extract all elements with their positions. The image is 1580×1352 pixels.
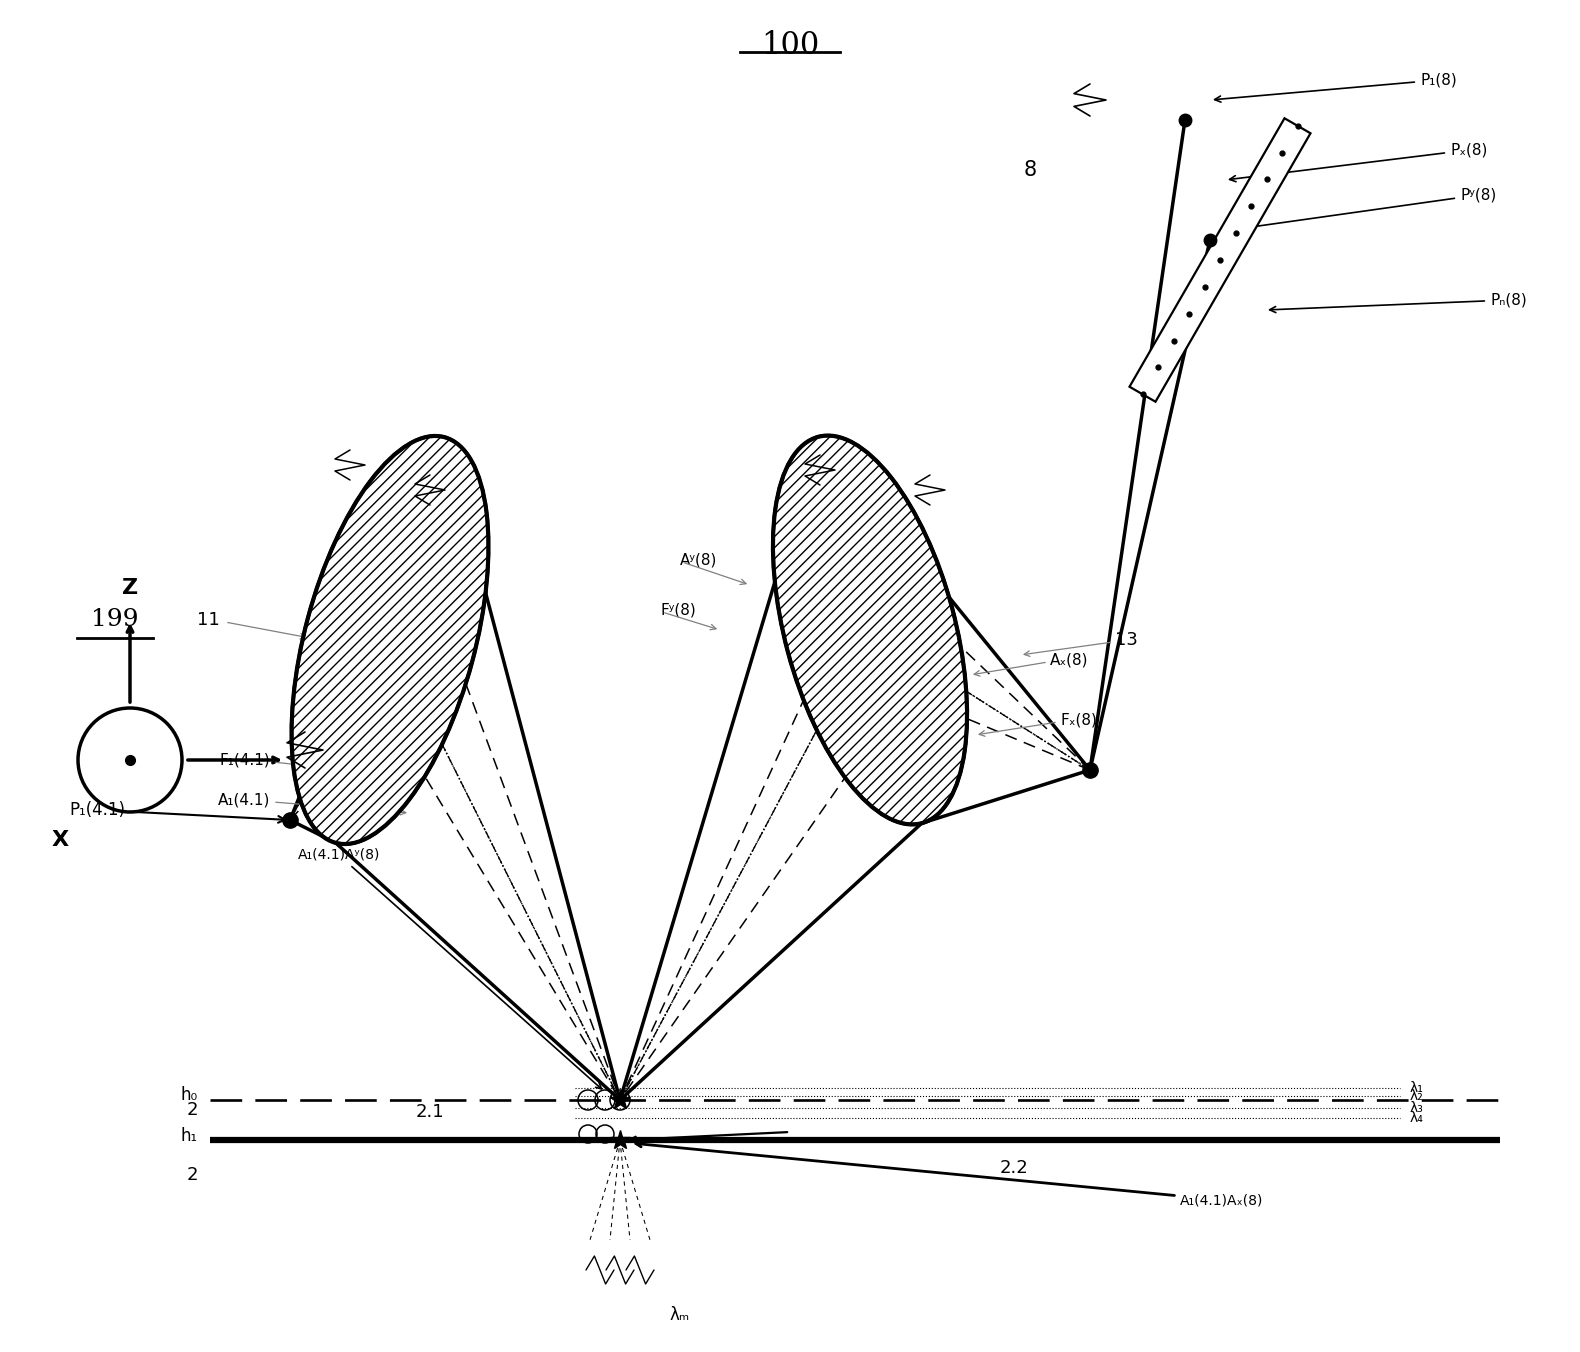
Ellipse shape — [773, 435, 967, 825]
Text: Fʸ(8): Fʸ(8) — [660, 603, 695, 618]
Text: Fₓ(8): Fₓ(8) — [1060, 713, 1097, 727]
Text: 2.1: 2.1 — [416, 1103, 444, 1121]
Text: 2: 2 — [186, 1165, 198, 1184]
Text: Y: Y — [308, 750, 324, 771]
Text: Aʸ(8): Aʸ(8) — [679, 553, 717, 568]
Text: 2.2: 2.2 — [1000, 1159, 1029, 1178]
Text: X: X — [52, 830, 68, 850]
Text: P₁(4.1): P₁(4.1) — [70, 800, 284, 823]
Text: P₁(8): P₁(8) — [1215, 73, 1457, 103]
Ellipse shape — [292, 435, 488, 844]
Text: λ₂: λ₂ — [1409, 1088, 1424, 1103]
Text: 199: 199 — [92, 608, 139, 631]
Text: λ₃: λ₃ — [1409, 1101, 1424, 1115]
Text: 4.1: 4.1 — [305, 700, 335, 721]
Text: Aₓ(8): Aₓ(8) — [1051, 653, 1089, 668]
Text: h₁: h₁ — [180, 1128, 198, 1145]
Polygon shape — [1130, 118, 1310, 402]
Text: 100: 100 — [762, 30, 818, 61]
Text: 11: 11 — [198, 611, 220, 629]
Text: λₘ: λₘ — [670, 1306, 690, 1324]
Text: Z: Z — [122, 579, 137, 598]
Text: λ₁: λ₁ — [1409, 1082, 1424, 1095]
Text: 2: 2 — [186, 1101, 198, 1119]
Text: A₁(4.1)Aₓ(8): A₁(4.1)Aₓ(8) — [635, 1141, 1264, 1207]
Text: Pₙ(8): Pₙ(8) — [1270, 292, 1526, 312]
Text: λ₄: λ₄ — [1409, 1111, 1424, 1125]
Text: 8: 8 — [1024, 160, 1036, 180]
Text: 13: 13 — [1115, 631, 1138, 649]
Text: Pₓ(8): Pₓ(8) — [1229, 142, 1487, 181]
Text: Pʸ(8): Pʸ(8) — [1234, 188, 1496, 231]
Text: A₁(4.1)Aʸ(8): A₁(4.1)Aʸ(8) — [297, 848, 602, 1088]
Text: A₁(4.1): A₁(4.1) — [218, 792, 270, 807]
Text: h₀: h₀ — [180, 1086, 198, 1105]
Text: F₁(4.1): F₁(4.1) — [220, 753, 270, 768]
